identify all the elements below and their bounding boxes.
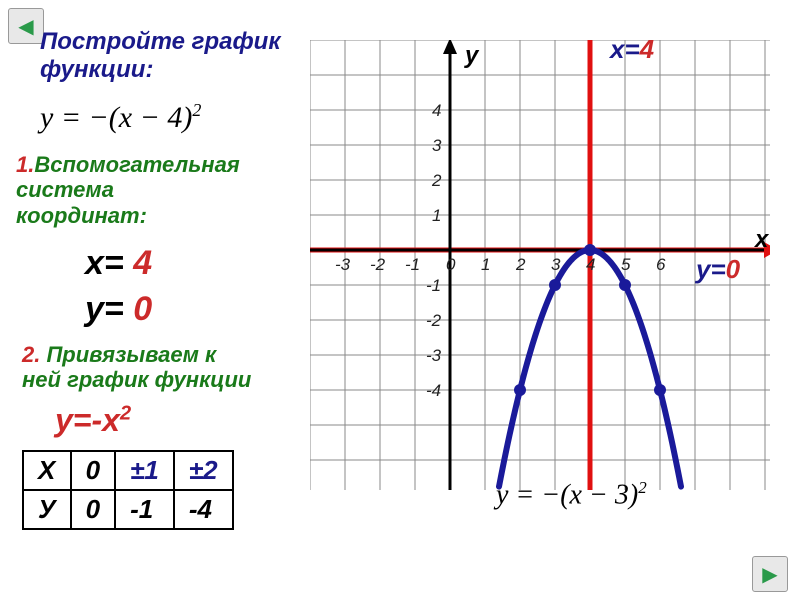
aux-coord-y: у= 0	[85, 290, 152, 329]
svg-text:-2: -2	[370, 255, 386, 274]
svg-text:5: 5	[621, 255, 631, 274]
nav-next-button[interactable]: ▶	[752, 556, 788, 592]
arrow-right-icon: ▶	[762, 562, 777, 587]
svg-text:6: 6	[656, 255, 666, 274]
svg-text:0: 0	[446, 255, 456, 274]
svg-text:-3: -3	[335, 255, 351, 274]
y0-label: у=0	[696, 254, 740, 285]
step1-text: 1.Вспомогательная система координат:	[16, 152, 240, 228]
nav-back-button[interactable]: ◀	[8, 8, 44, 44]
page-title: Постройте график функции:	[40, 28, 281, 83]
chart-area: -3-2-101234561234-1-2-3-4 у х х=4 у=0 y …	[310, 40, 770, 490]
arrow-left-icon: ◀	[18, 14, 33, 39]
svg-text:-1: -1	[405, 255, 420, 274]
step2-text: 2. Привязываем к ней график функции	[22, 342, 251, 393]
annotation-formula: y = −(x − 3)2	[496, 478, 647, 511]
value-table: Х 0 ±1 ±2 У 0 -1 -4	[22, 450, 234, 530]
formula-parabola: у=-х2	[55, 402, 131, 439]
x4-label: х=4	[610, 34, 732, 65]
svg-text:2: 2	[515, 255, 526, 274]
svg-text:1: 1	[432, 206, 441, 225]
svg-text:3: 3	[432, 136, 442, 155]
svg-text:2: 2	[431, 171, 442, 190]
svg-text:1: 1	[481, 255, 490, 274]
svg-text:-2: -2	[426, 311, 442, 330]
svg-text:-1: -1	[426, 276, 441, 295]
x-axis-label: х	[755, 226, 768, 254]
table-row: Х 0 ±1 ±2	[23, 451, 233, 490]
svg-text:4: 4	[586, 255, 595, 274]
aux-coord-x: х= 4	[85, 244, 152, 283]
svg-text:-4: -4	[426, 381, 441, 400]
svg-text:4: 4	[432, 101, 441, 120]
y-axis-label: у	[465, 42, 478, 70]
table-row: У 0 -1 -4	[23, 490, 233, 529]
svg-text:-3: -3	[426, 346, 442, 365]
main-formula: y = −(x − 4)2	[40, 100, 201, 135]
